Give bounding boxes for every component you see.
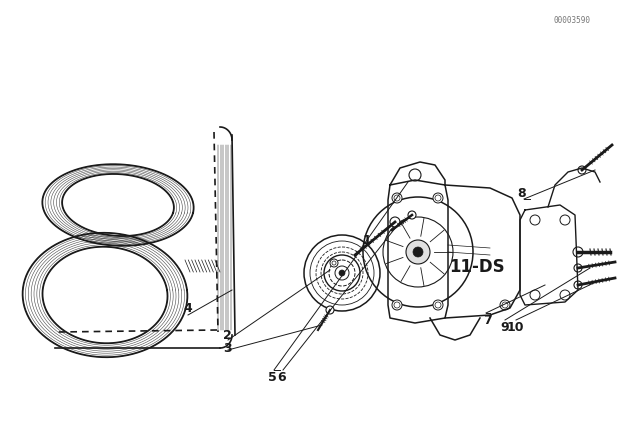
Circle shape: [574, 264, 582, 272]
Circle shape: [413, 247, 423, 257]
Circle shape: [339, 270, 345, 276]
Circle shape: [330, 259, 338, 267]
Circle shape: [560, 215, 570, 225]
Circle shape: [530, 215, 540, 225]
Circle shape: [574, 281, 582, 289]
Circle shape: [406, 240, 430, 264]
Text: 4: 4: [184, 302, 193, 314]
Circle shape: [392, 300, 402, 310]
Text: 2: 2: [223, 328, 232, 341]
Text: 11-DS: 11-DS: [449, 258, 504, 276]
Circle shape: [390, 217, 400, 227]
Circle shape: [324, 255, 360, 291]
Text: 5: 5: [268, 370, 276, 383]
Text: 10: 10: [506, 320, 524, 333]
Circle shape: [392, 193, 402, 203]
Circle shape: [408, 211, 416, 219]
Text: 00003590: 00003590: [553, 16, 590, 25]
Circle shape: [560, 290, 570, 300]
Text: 3: 3: [223, 341, 231, 354]
Text: 7: 7: [483, 314, 492, 327]
Circle shape: [500, 300, 510, 310]
Circle shape: [433, 300, 443, 310]
Text: 1: 1: [363, 233, 371, 246]
Text: 6: 6: [278, 370, 286, 383]
Circle shape: [578, 166, 586, 174]
Text: 9: 9: [500, 320, 509, 333]
Text: 8: 8: [518, 186, 526, 199]
Circle shape: [530, 290, 540, 300]
Circle shape: [326, 306, 334, 314]
Circle shape: [433, 193, 443, 203]
Circle shape: [573, 247, 583, 257]
